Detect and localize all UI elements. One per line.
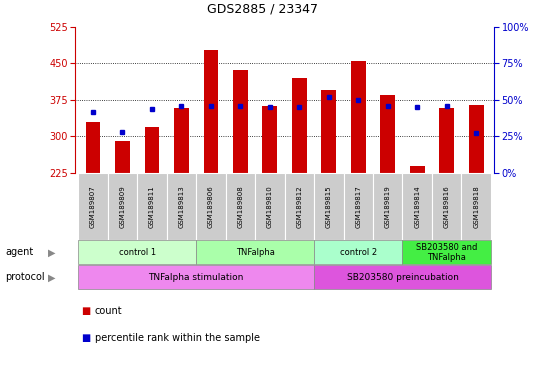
Text: agent: agent	[6, 247, 34, 258]
Bar	[255, 173, 285, 240]
Bar	[344, 173, 373, 240]
Bar	[225, 173, 255, 240]
Bar	[351, 61, 365, 173]
Text: GSM189810: GSM189810	[267, 185, 273, 228]
Bar	[432, 173, 461, 240]
Bar	[314, 265, 491, 290]
Text: SB203580 preincubation: SB203580 preincubation	[347, 273, 459, 282]
Text: ▶: ▶	[47, 247, 55, 258]
Bar	[85, 122, 100, 173]
Bar	[439, 108, 454, 173]
Text: control 1: control 1	[119, 248, 156, 257]
Bar	[78, 240, 196, 265]
Text: ■: ■	[81, 306, 90, 316]
Bar	[233, 70, 248, 173]
Bar	[115, 141, 130, 173]
Text: GSM189806: GSM189806	[208, 185, 214, 228]
Text: GDS2885 / 23347: GDS2885 / 23347	[207, 2, 318, 15]
Text: TNFalpha: TNFalpha	[235, 248, 275, 257]
Bar	[78, 173, 108, 240]
Text: GSM189819: GSM189819	[384, 185, 391, 228]
Bar	[402, 240, 491, 265]
Bar	[78, 265, 314, 290]
Text: GSM189817: GSM189817	[355, 185, 361, 228]
Text: GSM189808: GSM189808	[237, 185, 243, 228]
Text: GSM189813: GSM189813	[179, 185, 185, 228]
Text: ▶: ▶	[47, 272, 55, 283]
Bar	[145, 127, 160, 173]
Bar	[410, 166, 425, 173]
Text: SB203580 and
TNFalpha: SB203580 and TNFalpha	[416, 243, 477, 262]
Text: count: count	[95, 306, 123, 316]
Text: TNFalpha stimulation: TNFalpha stimulation	[148, 273, 244, 282]
Text: GSM189815: GSM189815	[326, 185, 332, 228]
Bar	[196, 240, 314, 265]
Text: percentile rank within the sample: percentile rank within the sample	[95, 333, 260, 343]
Bar	[314, 173, 344, 240]
Bar	[381, 95, 395, 173]
Bar	[108, 173, 137, 240]
Bar	[196, 173, 225, 240]
Bar	[174, 108, 189, 173]
Text: GSM189816: GSM189816	[444, 185, 450, 228]
Bar	[137, 173, 167, 240]
Bar	[285, 173, 314, 240]
Bar	[402, 173, 432, 240]
Bar	[373, 173, 402, 240]
Text: control 2: control 2	[340, 248, 377, 257]
Text: ■: ■	[81, 333, 90, 343]
Bar	[204, 50, 218, 173]
Bar	[262, 106, 277, 173]
Bar	[167, 173, 196, 240]
Bar	[461, 173, 491, 240]
Text: GSM189812: GSM189812	[296, 185, 302, 228]
Bar	[314, 240, 402, 265]
Text: protocol: protocol	[6, 272, 45, 283]
Text: GSM189818: GSM189818	[473, 185, 479, 228]
Text: GSM189809: GSM189809	[119, 185, 126, 228]
Bar	[469, 105, 484, 173]
Bar	[292, 78, 307, 173]
Text: GSM189807: GSM189807	[90, 185, 96, 228]
Bar	[321, 90, 336, 173]
Text: GSM189811: GSM189811	[149, 185, 155, 228]
Text: GSM189814: GSM189814	[414, 185, 420, 228]
